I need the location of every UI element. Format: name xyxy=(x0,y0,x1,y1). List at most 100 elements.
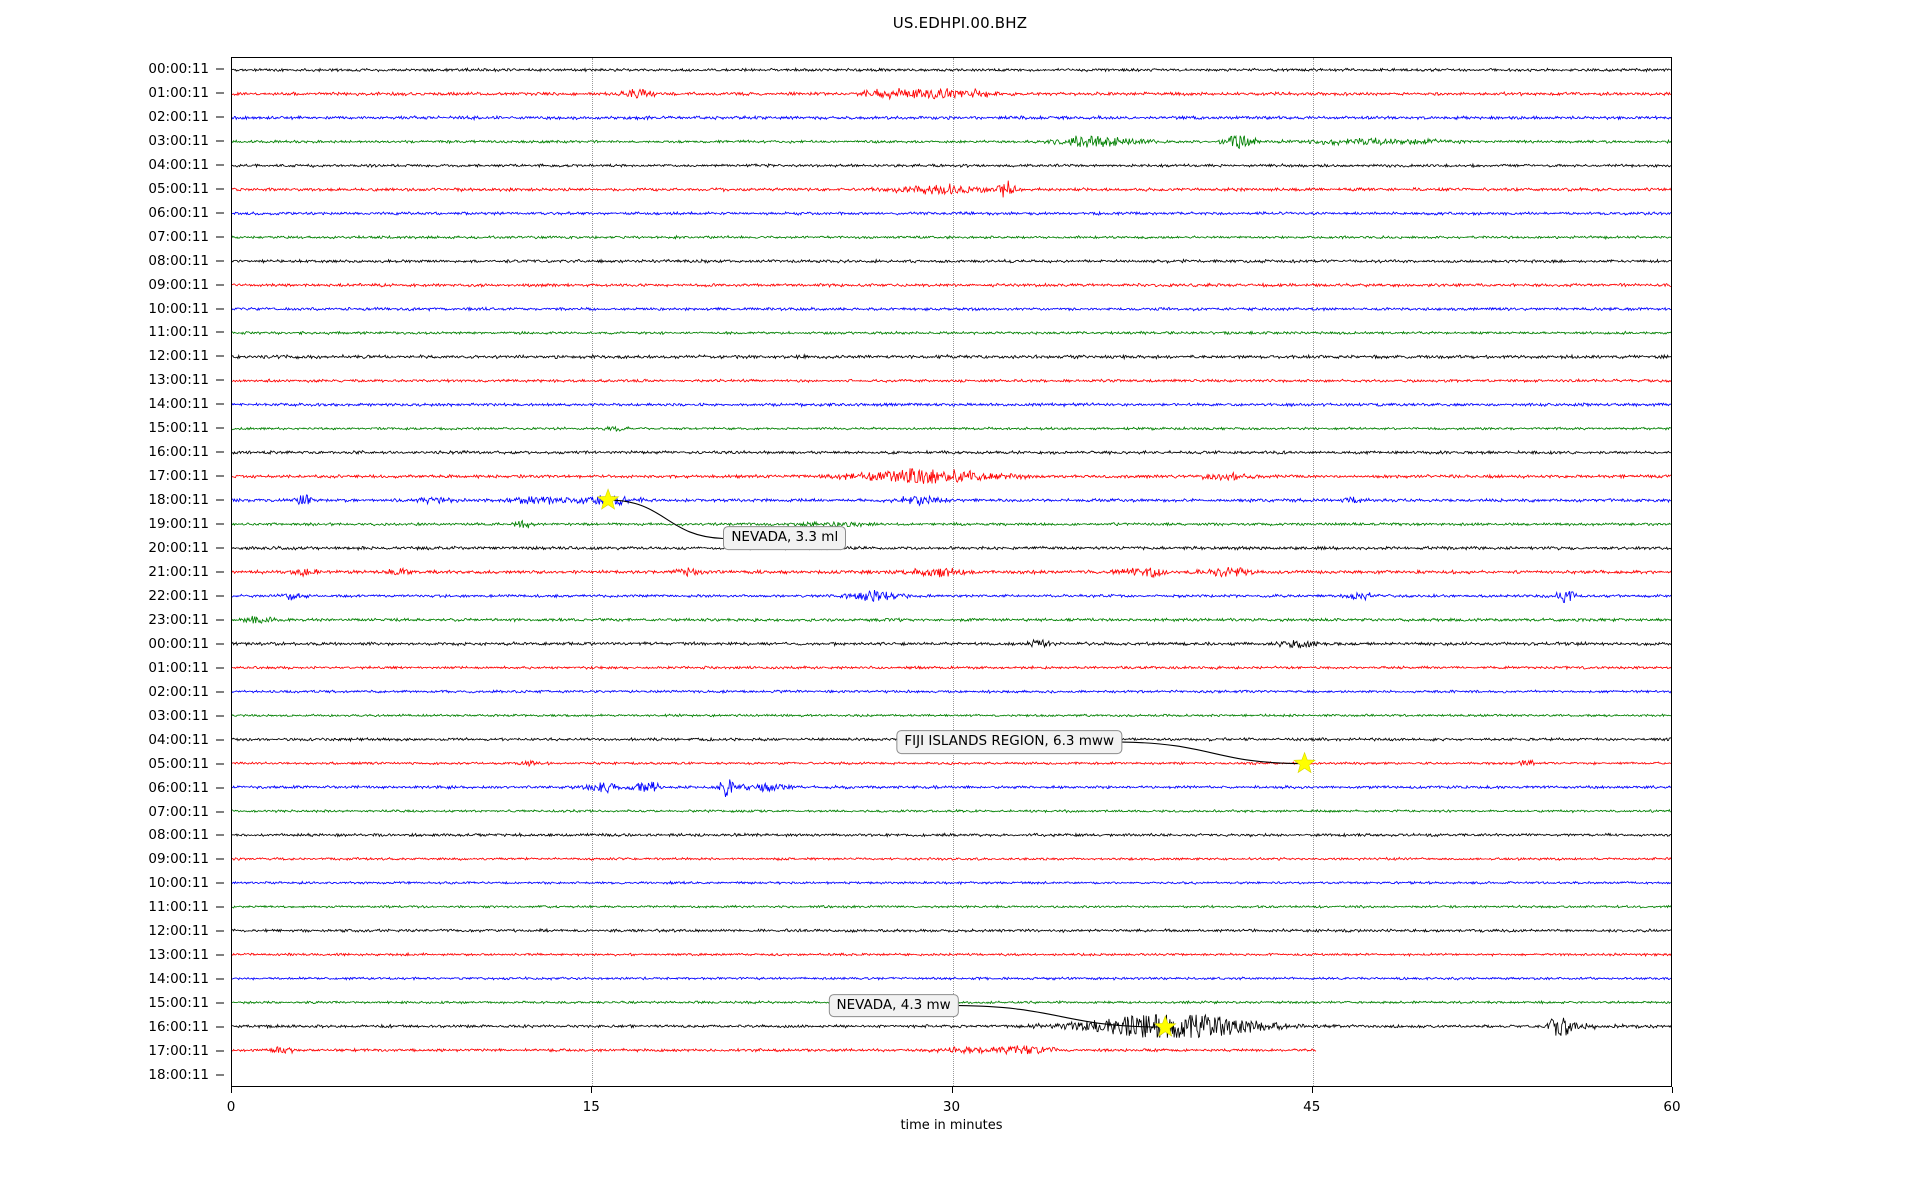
event-annotation-label[interactable]: FIJI ISLANDS REGION, 6.3 mww xyxy=(896,730,1123,754)
y-tick-mark xyxy=(216,427,224,429)
y-tick-label: 06:00:11 xyxy=(148,779,209,796)
trace-row xyxy=(232,567,1671,577)
trace-row xyxy=(232,977,1671,980)
y-tick-mark xyxy=(216,547,224,549)
y-tick-mark xyxy=(216,643,224,645)
page-title: US.EDHPI.00.BHZ xyxy=(892,14,1028,32)
trace-row xyxy=(232,379,1671,382)
y-tick-label: 12:00:11 xyxy=(148,348,209,365)
y-tick-label: 00:00:11 xyxy=(148,635,209,652)
y-tick-label: 11:00:11 xyxy=(148,899,209,916)
y-tick-mark xyxy=(216,140,224,142)
y-tick-mark xyxy=(216,212,224,214)
y-tick-mark xyxy=(216,1050,224,1052)
y-tick-label: 20:00:11 xyxy=(148,540,209,557)
trace-row xyxy=(232,760,1671,766)
y-axis-time-labels: 00:00:11 01:00:11 02:00:11 03:00:11 04:00:11… xyxy=(0,57,231,1087)
y-tick-label: 09:00:11 xyxy=(148,276,209,293)
y-tick-mark xyxy=(216,954,224,956)
y-tick-label: 16:00:11 xyxy=(148,444,209,461)
y-tick-label: 17:00:11 xyxy=(148,468,209,485)
y-tick-label: 06:00:11 xyxy=(148,204,209,221)
y-tick-label: 04:00:11 xyxy=(148,731,209,748)
trace-row xyxy=(232,616,1671,623)
trace-row xyxy=(232,403,1671,407)
trace-row xyxy=(232,164,1671,167)
y-tick-mark xyxy=(216,858,224,860)
event-annotations: NEVADA, 3.3 ml FIJI ISLANDS REGION, 6.3 m… xyxy=(231,57,1672,1087)
trace-row xyxy=(232,355,1671,359)
y-tick-label: 05:00:11 xyxy=(148,180,209,197)
y-tick-label: 03:00:11 xyxy=(148,707,209,724)
y-tick-mark xyxy=(216,1026,224,1028)
x-tick-mark xyxy=(1311,1087,1313,1093)
trace-row xyxy=(232,212,1671,215)
y-tick-label: 12:00:11 xyxy=(148,923,209,940)
y-tick-mark xyxy=(216,834,224,836)
trace-row xyxy=(232,68,1671,71)
y-tick-label: 18:00:11 xyxy=(148,492,209,509)
trace-row xyxy=(232,640,1671,648)
y-tick-mark xyxy=(216,284,224,286)
trace-row xyxy=(232,136,1671,149)
plot-area[interactable] xyxy=(231,57,1672,1087)
trace-row xyxy=(232,833,1671,836)
y-tick-label: 14:00:11 xyxy=(148,971,209,988)
x-tick-label: 30 xyxy=(942,1099,961,1115)
y-tick-label: 15:00:11 xyxy=(148,420,209,437)
trace-row xyxy=(232,810,1671,813)
event-annotation-label[interactable]: NEVADA, 4.3 mw xyxy=(828,993,959,1018)
y-tick-label: 10:00:11 xyxy=(148,300,209,317)
y-tick-mark xyxy=(216,787,224,789)
x-axis-ticks: 0 15 30 45 60 xyxy=(227,1087,1681,1127)
y-tick-label: 11:00:11 xyxy=(148,324,209,341)
trace-row xyxy=(232,181,1671,198)
y-tick-mark xyxy=(216,188,224,190)
x-tick-label: 45 xyxy=(1303,1099,1321,1115)
y-tick-label: 23:00:11 xyxy=(148,611,209,628)
y-tick-label: 07:00:11 xyxy=(148,228,209,245)
trace-row xyxy=(232,666,1671,669)
y-tick-mark xyxy=(216,882,224,884)
y-tick-mark xyxy=(216,906,224,908)
y-tick-mark xyxy=(216,379,224,381)
trace-row xyxy=(232,1015,1671,1038)
y-tick-mark xyxy=(216,260,224,262)
y-tick-mark xyxy=(216,403,224,405)
y-tick-mark xyxy=(216,164,224,166)
y-tick-mark xyxy=(216,499,224,501)
y-tick-label: 08:00:11 xyxy=(148,827,209,844)
x-tick-label: 60 xyxy=(1663,1099,1681,1115)
y-tick-mark xyxy=(216,571,224,573)
y-tick-mark xyxy=(216,739,224,741)
trace-row xyxy=(232,857,1671,860)
y-tick-label: 01:00:11 xyxy=(148,659,209,676)
y-tick-label: 01:00:11 xyxy=(148,84,209,101)
y-tick-label: 10:00:11 xyxy=(148,875,209,892)
y-tick-label: 15:00:11 xyxy=(148,995,209,1012)
y-tick-label: 13:00:11 xyxy=(148,372,209,389)
event-annotation-label[interactable]: NEVADA, 3.3 ml xyxy=(723,526,847,551)
x-tick-label: 15 xyxy=(582,1099,600,1115)
y-tick-mark xyxy=(216,1074,224,1076)
y-tick-label: 07:00:11 xyxy=(148,803,209,820)
x-tick-mark xyxy=(951,1087,953,1093)
trace-row xyxy=(232,546,1671,550)
y-tick-mark xyxy=(216,930,224,932)
trace-row xyxy=(232,236,1671,239)
seismic-traces xyxy=(232,58,1671,1086)
trace-row xyxy=(232,590,1671,602)
y-tick-mark xyxy=(216,978,224,980)
y-tick-mark xyxy=(216,308,224,309)
y-tick-mark xyxy=(216,811,224,813)
trace-row xyxy=(232,427,1671,431)
trace-row xyxy=(232,1045,1316,1054)
trace-row xyxy=(232,307,1671,310)
y-tick-label: 00:00:11 xyxy=(148,60,209,77)
y-tick-mark xyxy=(216,1002,224,1004)
y-tick-mark xyxy=(216,619,224,621)
y-tick-mark xyxy=(216,68,224,70)
trace-row xyxy=(232,495,1671,505)
y-tick-label: 02:00:11 xyxy=(148,683,209,700)
